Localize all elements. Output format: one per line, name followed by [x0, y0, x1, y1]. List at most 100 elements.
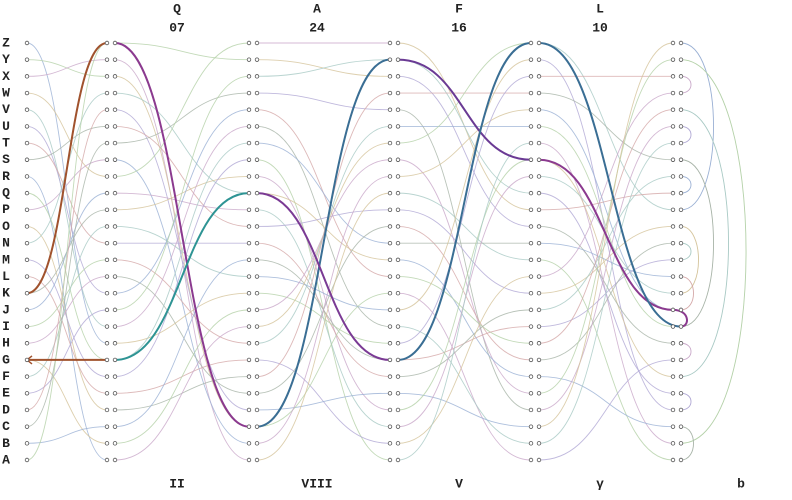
contact: [670, 174, 676, 179]
contact: [395, 274, 401, 279]
wire: [26, 142, 108, 244]
contact: [387, 240, 393, 246]
contact: [112, 124, 118, 129]
wire: [26, 309, 108, 394]
contact: [112, 224, 118, 229]
contact: [387, 124, 393, 129]
wire: [114, 42, 250, 61]
letter-label: S: [2, 152, 10, 167]
contact: [112, 291, 118, 296]
contact: [246, 341, 252, 346]
wire: [114, 259, 250, 344]
contact: [112, 257, 118, 263]
contact: [678, 40, 684, 46]
contact: [254, 57, 260, 62]
wire: [538, 142, 674, 444]
contact: [670, 457, 676, 463]
contact: [254, 157, 260, 162]
reflector-wire: [680, 226, 699, 294]
contact: [395, 341, 401, 346]
contact: [678, 391, 684, 396]
contact: [24, 341, 30, 346]
contact: [670, 391, 676, 396]
wire: [114, 75, 250, 311]
contact: [678, 224, 684, 229]
contact: [670, 74, 676, 79]
contact: [395, 90, 401, 96]
contact: [670, 157, 676, 162]
wire: [26, 276, 108, 344]
contact: [387, 90, 393, 96]
contact: [24, 57, 30, 62]
contact: [254, 424, 260, 429]
contact: [104, 190, 110, 196]
contact: [528, 74, 534, 79]
contact: [670, 291, 676, 296]
contact: [670, 424, 676, 429]
wire: [538, 226, 674, 294]
contact: [246, 274, 252, 279]
contact: [528, 107, 534, 112]
letter-label: R: [2, 169, 10, 184]
component-label: VIII: [301, 476, 332, 491]
contact: [528, 207, 534, 212]
contact: [387, 140, 393, 146]
contact: [395, 57, 401, 62]
component-label: II: [169, 476, 185, 491]
contact: [536, 57, 542, 62]
contact: [104, 90, 110, 96]
letter-label: M: [2, 252, 10, 267]
wire: [26, 109, 108, 328]
wire: [256, 192, 391, 461]
contact: [536, 357, 542, 363]
contact: [387, 391, 393, 396]
wire: [256, 209, 391, 227]
contact: [528, 374, 534, 379]
rotor-letter: L: [596, 1, 604, 16]
contact: [678, 324, 684, 329]
contact: [246, 424, 252, 429]
contact: [246, 224, 252, 229]
rotor-position: 10: [592, 20, 608, 35]
contact: [387, 257, 393, 263]
contact: [387, 357, 393, 363]
contact: [678, 124, 684, 129]
contact: [395, 291, 401, 296]
contact: [246, 157, 252, 162]
contact: [104, 407, 110, 413]
wire: [256, 192, 391, 261]
contact: [112, 441, 118, 446]
contact: [395, 74, 401, 79]
contact: [678, 441, 684, 446]
reflector-wire: [680, 175, 692, 194]
wire: [256, 59, 391, 77]
contact: [670, 190, 676, 196]
contact: [24, 407, 30, 413]
wire: [538, 226, 674, 344]
contact: [395, 224, 401, 229]
contact: [246, 307, 252, 313]
contact: [678, 307, 684, 313]
contact: [678, 274, 684, 279]
contact: [112, 240, 118, 246]
contact: [112, 324, 118, 329]
contact: [528, 57, 534, 62]
contact: [387, 74, 393, 79]
contact: [246, 40, 252, 46]
contact: [678, 407, 684, 413]
wire: [397, 75, 532, 344]
wire: [114, 42, 250, 177]
contact: [528, 357, 534, 363]
contact: [112, 190, 118, 196]
contact: [528, 174, 534, 179]
reflector-wire: [680, 392, 692, 411]
reflector-wire: [680, 242, 692, 261]
wire: [397, 42, 532, 144]
wire: [397, 309, 532, 378]
letter-label: E: [2, 386, 10, 401]
wire: [397, 75, 532, 227]
wire: [397, 226, 532, 361]
contact: [254, 107, 260, 112]
wire: [538, 359, 674, 461]
contact: [254, 240, 260, 246]
